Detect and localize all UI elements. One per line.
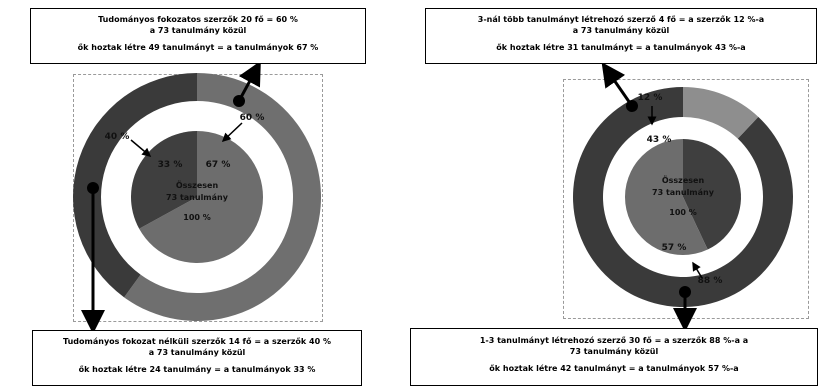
right-top-line2: a 73 tanulmány közül xyxy=(572,26,670,35)
left-top-line1: Tudományos fokozatos szerzők 20 fő = 60 … xyxy=(98,15,298,24)
left-60-pointer xyxy=(221,122,243,143)
right-pie-label-1: 57 % xyxy=(662,243,687,253)
right-center-count-label: 73 tanulmány xyxy=(652,188,715,197)
right-pie-slice-1 xyxy=(624,139,708,255)
right-top-line1: 3-nál több tanulmányt létrehozó szerző 4… xyxy=(477,15,765,24)
left-ring-slice-0 xyxy=(124,73,321,321)
left-pie-label-1: 33 % xyxy=(158,160,183,170)
right-ring-label-1: 12 % xyxy=(638,93,663,103)
left-ring-label-0: 60 % xyxy=(240,113,265,123)
right-donut-chart: 88 % 12 % 43 % 57 % xyxy=(572,87,793,307)
right-bottom-line1: 1-3 tanulmányt létrehozó szerző 30 fő = … xyxy=(479,336,749,345)
right-bottom-line2: 73 tanulmány közül xyxy=(569,347,659,356)
left-bottom-line2: a 73 tanulmány közül xyxy=(148,348,246,357)
left-top-line3: ők hoztak létre 49 tanulmányt = a tanulm… xyxy=(77,43,319,52)
left-pie-slice-0 xyxy=(139,131,264,263)
left-top-line2: a 73 tanulmány közül xyxy=(149,26,247,35)
left-top-info-box: Tudományos fokozatos szerzők 20 fő = 60 … xyxy=(30,8,366,64)
right-pie-label-0: 43 % xyxy=(647,135,672,145)
left-40-pointer xyxy=(130,139,152,157)
right-ring-label-0: 88 % xyxy=(698,276,723,286)
right-top-info-box: 3-nál több tanulmányt létrehozó szerző 4… xyxy=(425,8,817,64)
left-center-percent-label: 100 % xyxy=(183,213,211,222)
left-donut-chart: 60 % 40 % 67 % 33 % xyxy=(72,73,321,321)
left-bottom-info-box: Tudományos fokozat nélküli szerzők 14 fő… xyxy=(32,330,362,386)
left-center-total-label: Összesen xyxy=(176,180,219,190)
left-bottom-line3: ők hoztak létre 24 tanulmány = a tanulmá… xyxy=(78,365,316,374)
right-top-line3: ők hoztak létre 31 tanulmányt = a tanulm… xyxy=(496,43,746,52)
left-pie-label-0: 67 % xyxy=(206,160,231,170)
left-ring-slice-1 xyxy=(72,73,197,298)
left-top-connector-arrow xyxy=(237,60,261,102)
right-bottom-info-box: 1-3 tanulmányt létrehozó szerző 30 fő = … xyxy=(410,328,818,386)
right-pie-slice-0 xyxy=(683,139,741,250)
right-top-connector-arrow xyxy=(601,62,634,107)
left-ring-label-1: 40 % xyxy=(105,132,130,142)
right-88-pointer xyxy=(692,261,703,279)
right-center-total-label: Összesen xyxy=(662,175,705,185)
right-center-percent-label: 100 % xyxy=(669,208,697,217)
left-bottom-line1: Tudományos fokozat nélküli szerzők 14 fő… xyxy=(63,337,331,346)
left-center-count-label: 73 tanulmány xyxy=(166,193,229,202)
right-bottom-line3: ők hoztak létre 42 tanulmányt = a tanulm… xyxy=(489,364,739,373)
right-ring-slice-1 xyxy=(683,87,759,139)
